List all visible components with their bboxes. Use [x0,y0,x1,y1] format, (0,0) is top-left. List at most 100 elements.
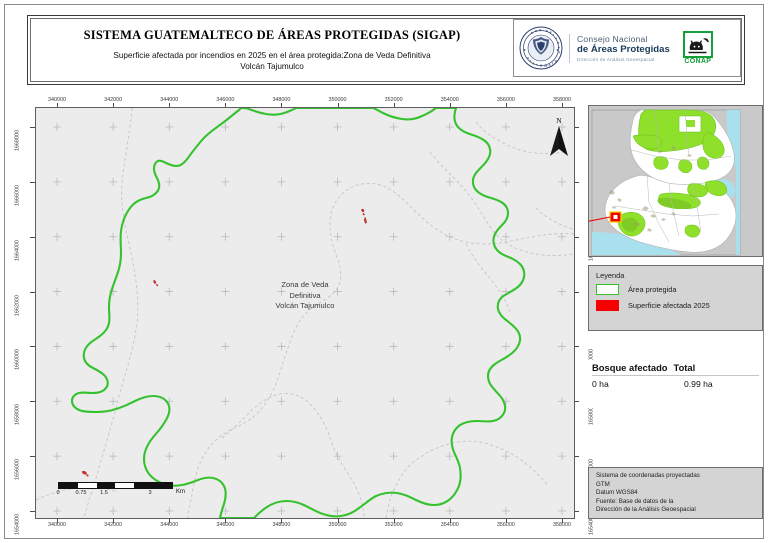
x-tick-mark-top [449,103,451,108]
scale-label-2: 1.5 [100,490,108,496]
svg-text:.: . [543,28,544,32]
x-tick-mark-top [169,103,171,108]
scale-unit-label: Km [176,489,185,495]
svg-text:L: L [551,61,555,65]
x-tick-label-top-352000: 352000 [384,97,403,103]
y-tick-mark-left [30,401,36,403]
y-tick-mark-left [30,127,36,128]
x-tick-label-bottom-350000: 350000 [328,522,347,528]
conap-logo: CONAP [678,31,718,65]
legend-panel: Leyenda Área protegida Superficie afecta… [588,265,763,331]
svg-text:E: E [557,46,561,49]
y-tick-mark-left [30,346,36,348]
map-canvas[interactable]: N Zona de Veda Definitiva Volcán Tajumul… [35,107,575,519]
stats-panel: Bosque afectado Total 0 ha 0.99 ha [588,360,763,408]
svg-text:E: E [540,64,542,68]
legend-item-protected: Área protegida [596,284,755,295]
x-tick-mark-top [337,518,339,523]
y-tick-mark-left [573,401,579,403]
y-tick-label-left-1664000: 1664000 [14,239,21,261]
x-tick-mark-top [393,518,395,523]
y-tick-label-left-1662000: 1662000 [14,294,21,316]
graticule-crosses [53,123,566,515]
conap-line-2: de Áreas Protegidas [577,43,670,55]
y-tick-label-left-1654000: 1654000 [14,514,21,535]
y-tick-label-left-1658000: 1658000 [14,404,21,426]
y-tick-mark-left [30,511,36,512]
scale-label-1: 0.75 [75,490,87,496]
y-tick-mark-left [573,346,579,348]
svg-text:A: A [548,63,552,68]
x-tick-mark-top [337,103,339,108]
protected-area-label: Zona de Veda Definitiva Volcán Tajumulco [276,280,335,312]
legend-label-protected: Área protegida [628,285,677,294]
svg-text:L: L [552,33,556,37]
x-tick-label-top-354000: 354000 [440,97,459,103]
stats-value-row: 0 ha 0.99 ha [592,379,759,389]
north-label: N [556,116,562,125]
x-tick-mark-top [505,518,507,523]
page-frame: SISTEMA GUATEMALTECO DE ÁREAS PROTEGIDAS… [4,4,764,539]
y-tick-mark-left [573,291,579,293]
scale-label-0: 0 [56,490,60,496]
svg-text:U: U [528,59,532,63]
metadata-line-1: Sistema de coordenadas proyectadas [596,472,700,479]
x-tick-label-bottom-348000: 348000 [272,522,291,528]
y-tick-label-left-1668000: 1668000 [14,130,21,151]
svg-text:A: A [554,36,559,41]
svg-text:M: M [544,64,548,68]
svg-text:D: D [545,29,548,33]
x-tick-label-top-348000: 348000 [272,97,291,103]
x-tick-mark-top [281,518,283,523]
y-tick-mark-left [573,127,579,128]
conap-wordmark: Consejo Nacional de Áreas Protegidas Dir… [569,33,670,63]
stats-header-row: Bosque afectado Total [592,362,759,376]
svg-text:G: G [530,30,535,35]
x-tick-label-bottom-340000: 340000 [48,522,66,528]
stats-value-bosque-afectado: 0 ha [592,379,609,389]
y-tick-mark-left [573,511,579,512]
x-tick-mark-top [113,103,115,108]
svg-text:R: R [556,41,561,46]
x-tick-label-bottom-354000: 354000 [440,522,459,528]
metadata-line-3: Datum WGS84 [596,489,638,497]
x-tick-mark-top [281,103,283,108]
y-tick-mark-left [30,291,36,293]
north-arrow-icon: N [547,116,571,162]
scale-bar: 0 0.75 1.5 3 Km [56,482,188,500]
scale-label-3: 3 [148,490,152,496]
x-tick-label-top-350000: 350000 [328,97,347,103]
protected-area-polygon [70,108,526,518]
locator-leader-line [589,216,611,222]
conap-line-1: Consejo Nacional [577,33,648,44]
legend-item-affected: Superficie afectada 2025 [596,300,755,311]
map-graphics [36,108,574,518]
page-title: SISTEMA GUATEMALTECO DE ÁREAS PROTEGIDAS… [83,28,461,42]
page-subtitle: Superficie afectada por incendios en 202… [113,51,431,71]
x-tick-label-bottom-356000: 356000 [496,522,515,528]
x-tick-mark-top [57,518,58,523]
locator-graphics [589,106,762,256]
scale-bar-segments [58,482,173,489]
y-tick-mark-left [573,181,579,183]
y-tick-mark-left [573,456,579,458]
x-tick-label-top-346000: 346000 [216,97,235,103]
y-tick-mark-left [30,456,36,458]
svg-text:T: T [536,63,539,67]
svg-text:B: B [539,28,542,32]
legend-title: Leyenda [596,271,625,280]
svg-text:.: . [556,55,560,57]
main-map-container[interactable]: 340000 342000 344000 346000 348000 350000 3520… [15,97,595,535]
logo-box: G O B . D E L A R E P . G [513,19,741,77]
guatemala-locator-map[interactable] [588,105,763,257]
y-tick-label-left-1660000: 1660000 [14,349,21,371]
y-tick-mark-left [30,181,36,183]
y-tick-mark-left [30,236,36,238]
x-tick-mark-top [562,103,563,108]
stats-value-total: 0.99 ha [684,379,713,389]
y-tick-mark-left [573,236,579,238]
legend-label-affected: Superficie afectada 2025 [628,301,710,310]
x-tick-mark-top [57,103,58,108]
svg-text:E: E [549,30,552,34]
metadata-line-4: Fuente: Base de datos de la [596,497,674,505]
